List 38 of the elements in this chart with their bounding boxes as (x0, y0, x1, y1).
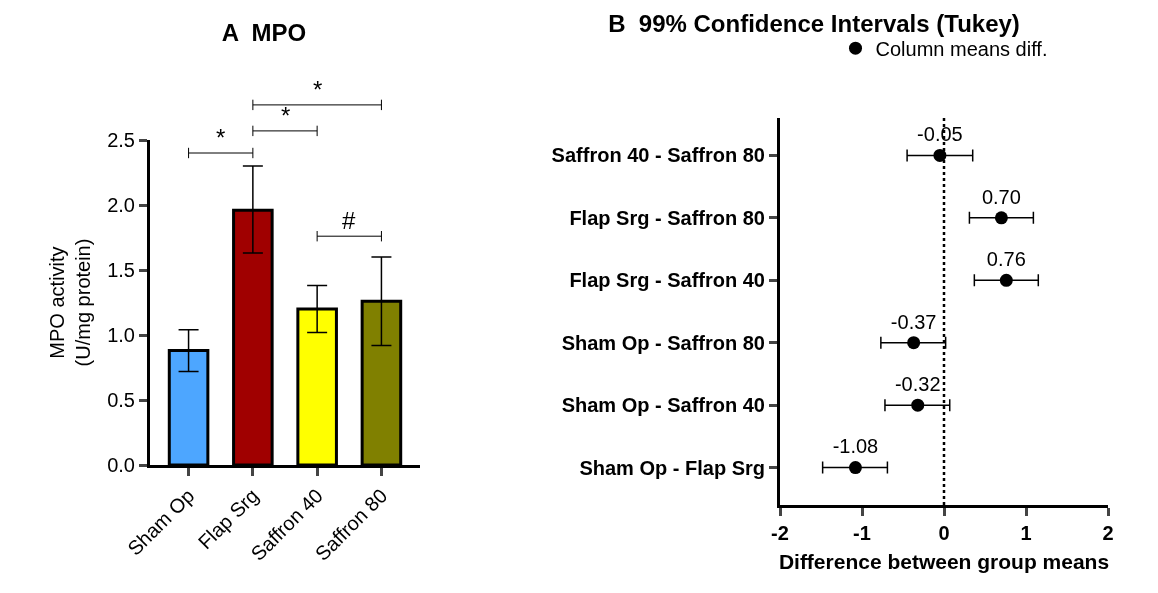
x-tick-label: 1 (1020, 522, 1032, 544)
point (994, 211, 1008, 225)
point (911, 398, 925, 412)
point (907, 336, 921, 350)
point (848, 461, 862, 475)
y-tick-label: 1.5 (107, 259, 135, 281)
x-tick-label: -2 (771, 522, 789, 544)
y-tick-label: 0.0 (107, 454, 135, 476)
y-tick-label: Flap Srg - Saffron 80 (569, 206, 765, 229)
y-tick-label: Sham Op - Saffron 80 (561, 331, 765, 354)
y-tick-label: Flap Srg - Saffron 40 (569, 269, 765, 292)
y-tick-label: Saffron 40 - Saffron 80 (551, 144, 765, 167)
y-tick-label: 2.0 (107, 194, 135, 216)
annotation: * (216, 124, 226, 151)
y-axis-title: MPO activity (U/mg protein) (45, 238, 94, 367)
chart-title: A MPO (221, 18, 307, 46)
y-tick-label: Sham Op - Saffron 40 (561, 394, 765, 417)
y-tick-label: Sham Op - Flap Srg (579, 456, 765, 479)
text: * (281, 102, 291, 129)
data-label: -0.05 (917, 123, 963, 146)
x-axis-title: Difference between group means (778, 550, 1110, 574)
chart-title: B 99% Confidence Intervals (Tukey) (608, 9, 1020, 37)
y-tick-label: 2.5 (107, 129, 135, 151)
point (999, 273, 1013, 287)
data-label: -0.37 (890, 310, 937, 333)
y-tick-label: 0.5 (107, 389, 135, 411)
text: * (313, 76, 323, 103)
x-tick-label: 2 (1102, 522, 1114, 544)
annotation: # (342, 207, 356, 234)
data-label: -0.32 (894, 373, 941, 396)
y-tick-label: 1.0 (107, 324, 135, 346)
data-label: 0.76 (986, 248, 1026, 271)
legend-label: Column means diff. (875, 37, 1048, 60)
x-tick-label: -1 (853, 522, 871, 544)
point (933, 148, 947, 162)
data-label: 0.70 (981, 185, 1021, 208)
x-tick-label: 0 (938, 522, 950, 544)
data-label: -1.08 (832, 435, 879, 458)
